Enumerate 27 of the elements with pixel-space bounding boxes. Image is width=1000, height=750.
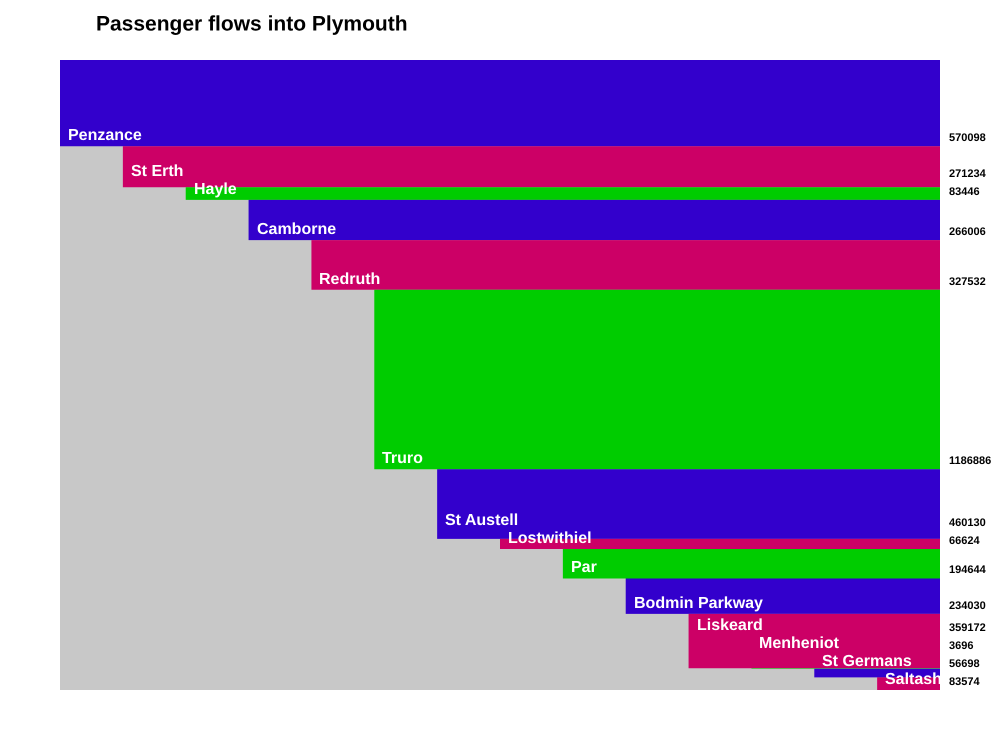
category-label: Camborne — [257, 221, 336, 238]
data-label: 1186886 — [949, 455, 992, 467]
category-label: St Germans — [822, 653, 912, 670]
data-label: 460130 — [949, 517, 986, 529]
category-label: Truro — [382, 450, 424, 467]
category-label: Lostwithiel — [508, 530, 592, 547]
data-label: 66624 — [949, 535, 980, 547]
category-label: Redruth — [319, 271, 380, 288]
category-label: Bodmin Parkway — [634, 595, 764, 612]
data-label: 359172 — [949, 622, 986, 634]
data-label: 234030 — [949, 600, 986, 612]
category-label: Liskeard — [697, 617, 763, 634]
data-label: 194644 — [949, 564, 987, 576]
category-label: Par — [571, 559, 597, 576]
data-label: 570098 — [949, 132, 986, 144]
data-label: 83574 — [949, 676, 980, 688]
data-label: 327532 — [949, 276, 986, 288]
data-label: 3696 — [949, 640, 974, 652]
category-label: St Erth — [131, 163, 184, 180]
data-label: 56698 — [949, 658, 980, 670]
data-label: 83446 — [949, 186, 980, 198]
category-label: St Austell — [445, 512, 518, 529]
category-label: Penzance — [68, 127, 142, 144]
text: Passenger flows into Plymouth — [96, 12, 408, 36]
data-label: 266006 — [949, 226, 986, 238]
category-label: Menheniot — [759, 635, 840, 652]
data-label: 271234 — [949, 168, 987, 180]
